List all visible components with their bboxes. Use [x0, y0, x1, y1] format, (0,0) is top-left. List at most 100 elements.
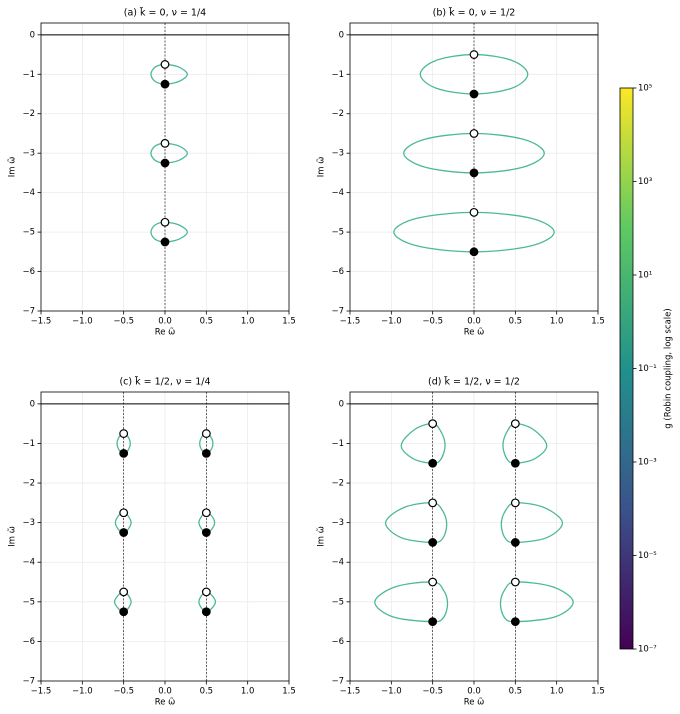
x-tick-label: 0.0	[467, 687, 481, 697]
colorbar-tick-label: 10⁻⁷	[638, 645, 657, 655]
x-tick-label: −1.5	[31, 687, 52, 697]
open-pole	[510, 419, 520, 429]
open-pole	[201, 587, 211, 597]
x-tick-label: −1.0	[72, 317, 93, 327]
open-pole	[428, 419, 438, 429]
x-tick-label: −1.5	[31, 317, 52, 327]
open-pole	[201, 429, 211, 438]
axes-frame	[349, 391, 599, 682]
y-tick-label: −3	[331, 149, 344, 159]
open-pole	[469, 50, 479, 59]
filled-pole	[201, 448, 211, 458]
x-tick-label: −0.5	[113, 317, 134, 327]
filled-pole	[469, 168, 479, 178]
open-pole	[119, 508, 129, 518]
open-pole	[160, 217, 170, 227]
y-axis-label: Im ω̃	[317, 157, 327, 178]
panel-title: (d) k̃ = 1/2, ν = 1/2	[428, 376, 520, 388]
filled-pole	[428, 458, 438, 468]
y-tick-label: −1	[22, 70, 35, 80]
y-tick-label: −6	[331, 637, 344, 647]
colorbar-tick-label: 10⁵	[638, 84, 652, 94]
y-tick-label: −4	[22, 188, 35, 198]
panel-title: (c) k̃ = 1/2, ν = 1/4	[119, 376, 210, 388]
colorbar-fill	[619, 87, 634, 650]
y-tick-label: −4	[331, 558, 344, 568]
x-tick-label: 1.5	[591, 317, 605, 327]
x-axis-label: Re ω̃	[155, 698, 176, 708]
x-tick-label: 1.5	[591, 687, 605, 697]
y-tick-label: −1	[22, 439, 35, 449]
y-tick-label: −7	[22, 677, 35, 687]
x-tick-label: −0.5	[422, 687, 443, 697]
filled-pole	[469, 247, 479, 257]
y-tick-label: −2	[22, 109, 35, 119]
x-tick-label: 1.5	[282, 317, 296, 327]
open-pole	[428, 498, 438, 508]
x-tick-label: 0.0	[158, 687, 172, 697]
y-tick-label: −7	[331, 677, 344, 687]
y-tick-label: −2	[331, 109, 344, 119]
y-tick-label: −2	[331, 479, 344, 489]
x-tick-label: 0.5	[200, 317, 214, 327]
y-axis-label: Im ω̃	[317, 526, 327, 547]
axes-frame	[349, 22, 599, 312]
filled-pole	[510, 538, 520, 547]
y-tick-label: −7	[22, 307, 35, 317]
filled-pole	[160, 158, 170, 168]
y-tick-label: −1	[331, 439, 344, 449]
panel-title: (b) k̃ = 0, ν = 1/2	[433, 7, 516, 19]
x-tick-label: −1.5	[340, 687, 361, 697]
y-tick-label: −6	[22, 267, 35, 277]
colorbar-tick-label: 10¹	[638, 271, 652, 281]
open-pole	[510, 577, 520, 587]
y-tick-label: −5	[22, 597, 35, 607]
x-tick-label: −0.5	[113, 687, 134, 697]
filled-pole	[119, 607, 129, 617]
x-tick-label: 1.0	[241, 317, 255, 327]
y-tick-label: −4	[331, 188, 344, 198]
colorbar-tick-label: 10⁻¹	[638, 364, 657, 374]
x-axis-label: Re ω̃	[155, 328, 176, 338]
y-tick-label: −5	[331, 228, 344, 238]
x-tick-label: −1.5	[340, 317, 361, 327]
filled-pole	[201, 607, 211, 617]
y-axis-label: Im ω̃	[8, 157, 18, 178]
y-tick-label: 0	[339, 399, 344, 409]
y-tick-label: 0	[339, 30, 344, 40]
x-tick-label: 0.0	[158, 317, 172, 327]
colorbar: 10⁻⁷ 10⁻⁵ 10⁻³ 10⁻¹ 10¹ 10³ 10⁵ g (Robin coupli…	[619, 84, 674, 655]
filled-pole	[160, 237, 170, 247]
open-pole	[160, 138, 170, 148]
colorbar-label: g (Robin coupling, log scale)	[664, 308, 674, 428]
colorbar-tick-label: 10³	[638, 177, 652, 187]
y-axis-label: Im ω̃	[8, 526, 18, 547]
filled-pole	[428, 617, 438, 627]
open-pole	[201, 508, 211, 518]
x-tick-label: 1.5	[282, 687, 296, 697]
y-tick-label: −3	[22, 518, 35, 528]
x-tick-label: 1.0	[241, 687, 255, 697]
x-tick-label: 0.5	[509, 317, 523, 327]
y-tick-label: −6	[331, 267, 344, 277]
filled-pole	[160, 79, 170, 89]
colorbar-tick-label: 10⁻⁵	[638, 551, 657, 561]
y-tick-label: −7	[331, 307, 344, 317]
x-tick-label: −0.5	[422, 317, 443, 327]
panel-title: (a) k̃ = 0, ν = 1/4	[124, 7, 206, 19]
filled-pole	[119, 448, 129, 458]
x-tick-label: 0.5	[509, 687, 523, 697]
y-tick-label: −3	[22, 149, 35, 159]
panel: −1.5 −1.0 −0.5 0.0 0.5 1.0 1.5 0 −1 −2 −3 −4 −5 −6 −7 (…	[317, 7, 605, 338]
filled-pole	[510, 458, 520, 468]
filled-pole	[201, 528, 211, 537]
filled-pole	[469, 89, 479, 99]
y-tick-label: −5	[331, 597, 344, 607]
x-tick-label: −1.0	[381, 317, 402, 327]
filled-pole	[428, 538, 438, 547]
open-pole	[510, 498, 520, 508]
filled-pole	[119, 528, 129, 537]
x-tick-label: 0.5	[200, 687, 214, 697]
open-pole	[119, 587, 129, 597]
open-pole	[469, 129, 479, 138]
